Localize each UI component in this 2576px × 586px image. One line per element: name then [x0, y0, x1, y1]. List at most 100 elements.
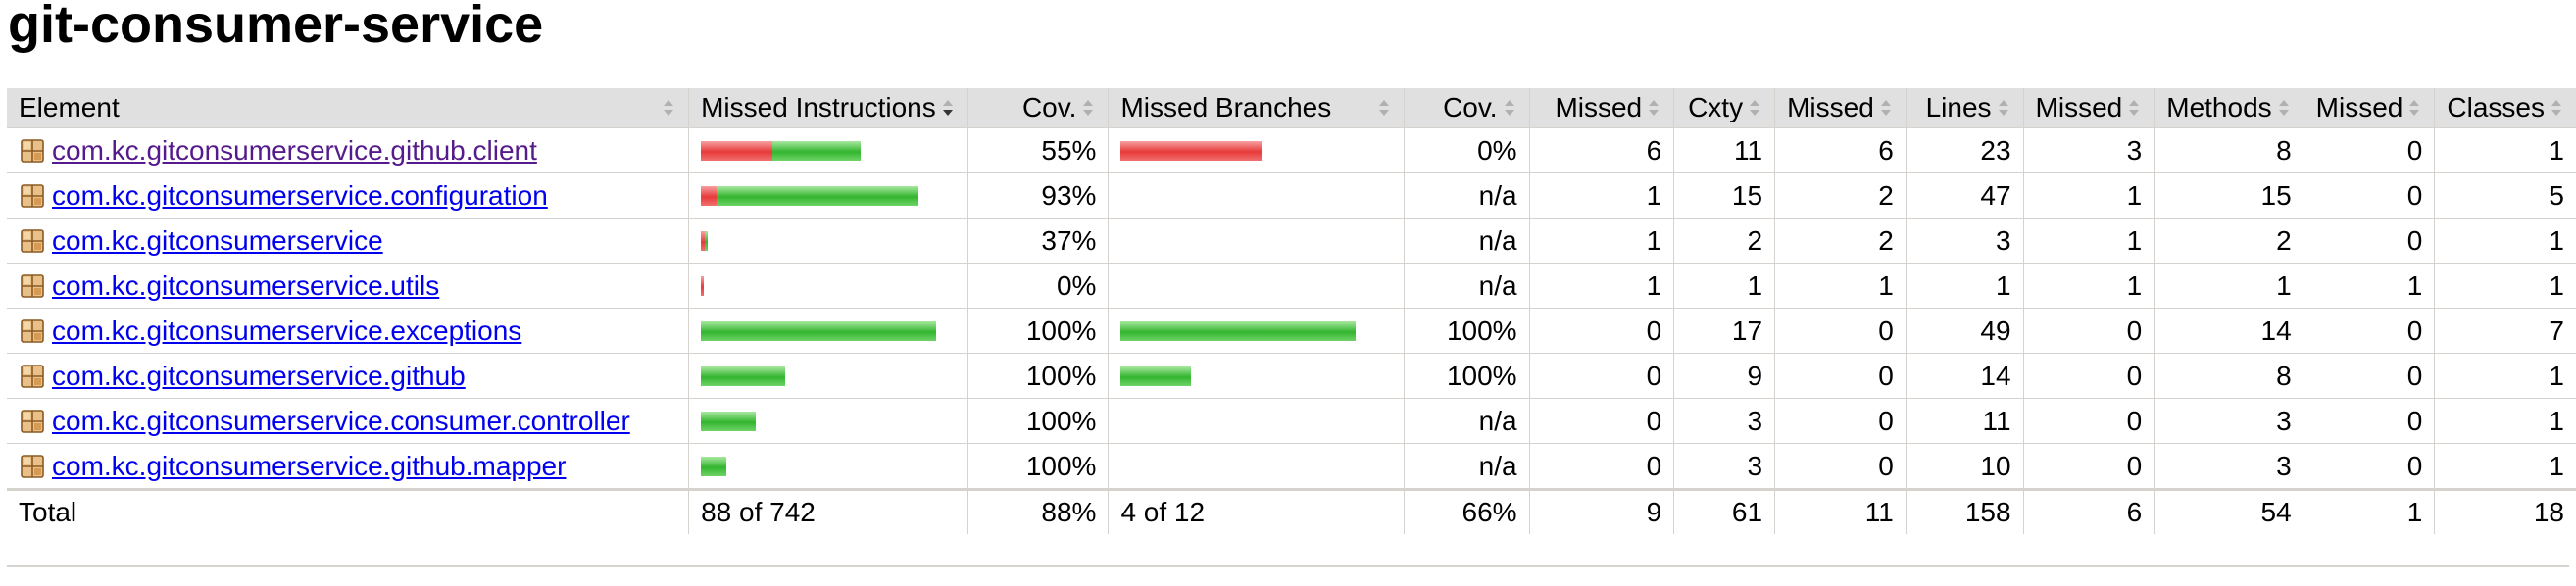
- footer-divider: [7, 565, 2569, 567]
- instructions-coverage: 37%: [966, 218, 1109, 264]
- missed-bar-segment: [1120, 140, 1263, 161]
- element-cell: com.kc.gitconsumerservice.github: [7, 353, 689, 399]
- col-header-element[interactable]: Element: [7, 88, 689, 128]
- missed-lines: 1: [1774, 263, 1907, 309]
- package-link[interactable]: com.kc.gitconsumerservice.consumer.contr…: [52, 405, 630, 436]
- missed-cxty: 0: [1528, 398, 1674, 444]
- missed-lines: 2: [1774, 172, 1907, 219]
- table-row: com.kc.gitconsumerservice.configuration 9…: [7, 172, 2576, 219]
- col-header-label: Classes: [2447, 92, 2545, 122]
- cxty: 11: [1673, 127, 1775, 173]
- table-row: com.kc.gitconsumerservice.github.client 5…: [7, 127, 2576, 173]
- missed-lines: 0: [1774, 443, 1907, 490]
- missed-classes: 0: [2303, 218, 2435, 264]
- covered-bar-segment: [701, 411, 757, 431]
- instructions-coverage-bar: [701, 140, 956, 162]
- package-link[interactable]: com.kc.gitconsumerservice.github.client: [52, 134, 537, 166]
- element-cell: com.kc.gitconsumerservice.github.client: [7, 127, 689, 173]
- col-header-cov-branches[interactable]: Cov.: [1404, 88, 1530, 128]
- missed-classes: 1: [2303, 263, 2435, 309]
- package-link[interactable]: com.kc.gitconsumerservice.configuration: [52, 179, 548, 211]
- missed-lines: 2: [1774, 218, 1907, 264]
- missed-cxty: 1: [1528, 263, 1674, 309]
- missed-methods: 0: [2022, 353, 2155, 399]
- lines: 14: [1905, 353, 2024, 399]
- lines: 3: [1905, 218, 2024, 264]
- sort-both-icon: [1376, 97, 1392, 119]
- table-row: com.kc.gitconsumerservice.github.mapper 1…: [7, 443, 2576, 490]
- element-cell: com.kc.gitconsumerservice.consumer.contr…: [7, 398, 689, 444]
- branches-bar-cell: [1108, 398, 1405, 444]
- col-header-missed-instructions[interactable]: Missed Instructions: [688, 88, 968, 128]
- sort-both-icon: [1747, 97, 1762, 119]
- sort-both-icon: [661, 97, 676, 119]
- table-row: com.kc.gitconsumerservice.exceptions 100%…: [7, 308, 2576, 354]
- col-header-cov-instructions[interactable]: Cov.: [966, 88, 1109, 128]
- covered-bar-segment: [717, 185, 919, 206]
- col-header-missed-branches[interactable]: Missed Branches: [1108, 88, 1405, 128]
- branches-coverage-bar: [1120, 140, 1392, 162]
- package-link[interactable]: com.kc.gitconsumerservice.github: [52, 360, 466, 391]
- col-header-label: Methods: [2166, 92, 2272, 122]
- missed-cxty: 1: [1528, 172, 1674, 219]
- missed-classes: 0: [2303, 127, 2435, 173]
- col-header-label: Cov.: [1443, 92, 1498, 122]
- col-header-label: Missed: [1787, 92, 1874, 122]
- lines: 10: [1905, 443, 2024, 490]
- methods: 3: [2154, 443, 2304, 490]
- col-header-cxty[interactable]: Cxty: [1673, 88, 1775, 128]
- total-instructions: 88 of 742: [688, 488, 968, 534]
- table-row: com.kc.gitconsumerservice.utils 0% n/a 1 1 1 1…: [7, 263, 2576, 309]
- branches-coverage-bar: [1120, 230, 1392, 252]
- instructions-bar-cell: [688, 353, 968, 399]
- sort-both-icon: [2406, 97, 2422, 119]
- element-cell: com.kc.gitconsumerservice.utils: [7, 263, 689, 309]
- package-link[interactable]: com.kc.gitconsumerservice.exceptions: [52, 315, 522, 346]
- col-header-classes[interactable]: Classes: [2434, 88, 2576, 128]
- sort-both-icon: [1878, 97, 1894, 119]
- instructions-coverage-bar: [701, 275, 956, 297]
- methods: 2: [2154, 218, 2304, 264]
- package-link[interactable]: com.kc.gitconsumerservice: [52, 224, 383, 256]
- branches-coverage: n/a: [1404, 443, 1530, 490]
- col-header-lines[interactable]: Lines: [1905, 88, 2024, 128]
- instructions-coverage-bar: [701, 320, 956, 342]
- missed-cxty: 0: [1528, 443, 1674, 490]
- branches-bar-cell: [1108, 127, 1405, 173]
- methods: 3: [2154, 398, 2304, 444]
- lines: 1: [1905, 263, 2024, 309]
- missed-lines: 0: [1774, 308, 1907, 354]
- missed-classes: 0: [2303, 308, 2435, 354]
- instructions-bar-cell: [688, 218, 968, 264]
- col-header-missed-methods[interactable]: Missed: [2022, 88, 2155, 128]
- package-link[interactable]: com.kc.gitconsumerservice.utils: [52, 269, 440, 301]
- package-icon: [19, 408, 46, 435]
- instructions-coverage: 100%: [966, 308, 1109, 354]
- package-icon: [19, 182, 46, 210]
- col-header-missed-cxty[interactable]: Missed: [1528, 88, 1674, 128]
- sort-both-icon: [2126, 97, 2142, 119]
- classes: 1: [2434, 443, 2576, 490]
- col-header-missed-classes[interactable]: Missed: [2303, 88, 2435, 128]
- package-link[interactable]: com.kc.gitconsumerservice.github.mapper: [52, 450, 567, 481]
- missed-lines: 0: [1774, 353, 1907, 399]
- total-br-cov: 66%: [1404, 488, 1530, 534]
- package-icon: [19, 272, 46, 300]
- missed-classes: 0: [2303, 398, 2435, 444]
- total-missed-cxty: 9: [1528, 488, 1674, 534]
- instructions-bar-cell: [688, 127, 968, 173]
- instructions-coverage: 93%: [966, 172, 1109, 219]
- table-body: com.kc.gitconsumerservice.github.client 5…: [7, 127, 2576, 490]
- col-header-missed-lines[interactable]: Missed: [1774, 88, 1907, 128]
- col-header-label: Cxty: [1688, 92, 1744, 122]
- package-icon: [19, 363, 46, 390]
- col-header-methods[interactable]: Methods: [2154, 88, 2304, 128]
- branches-coverage-bar: [1120, 275, 1392, 297]
- branches-bar-cell: [1108, 443, 1405, 490]
- missed-lines: 6: [1774, 127, 1907, 173]
- classes: 1: [2434, 263, 2576, 309]
- table-total-row: Total 88 of 742 88% 4 of 12 66% 9 61 11 …: [7, 488, 2576, 534]
- cxty: 9: [1673, 353, 1775, 399]
- classes: 1: [2434, 353, 2576, 399]
- instructions-coverage-bar: [701, 366, 956, 387]
